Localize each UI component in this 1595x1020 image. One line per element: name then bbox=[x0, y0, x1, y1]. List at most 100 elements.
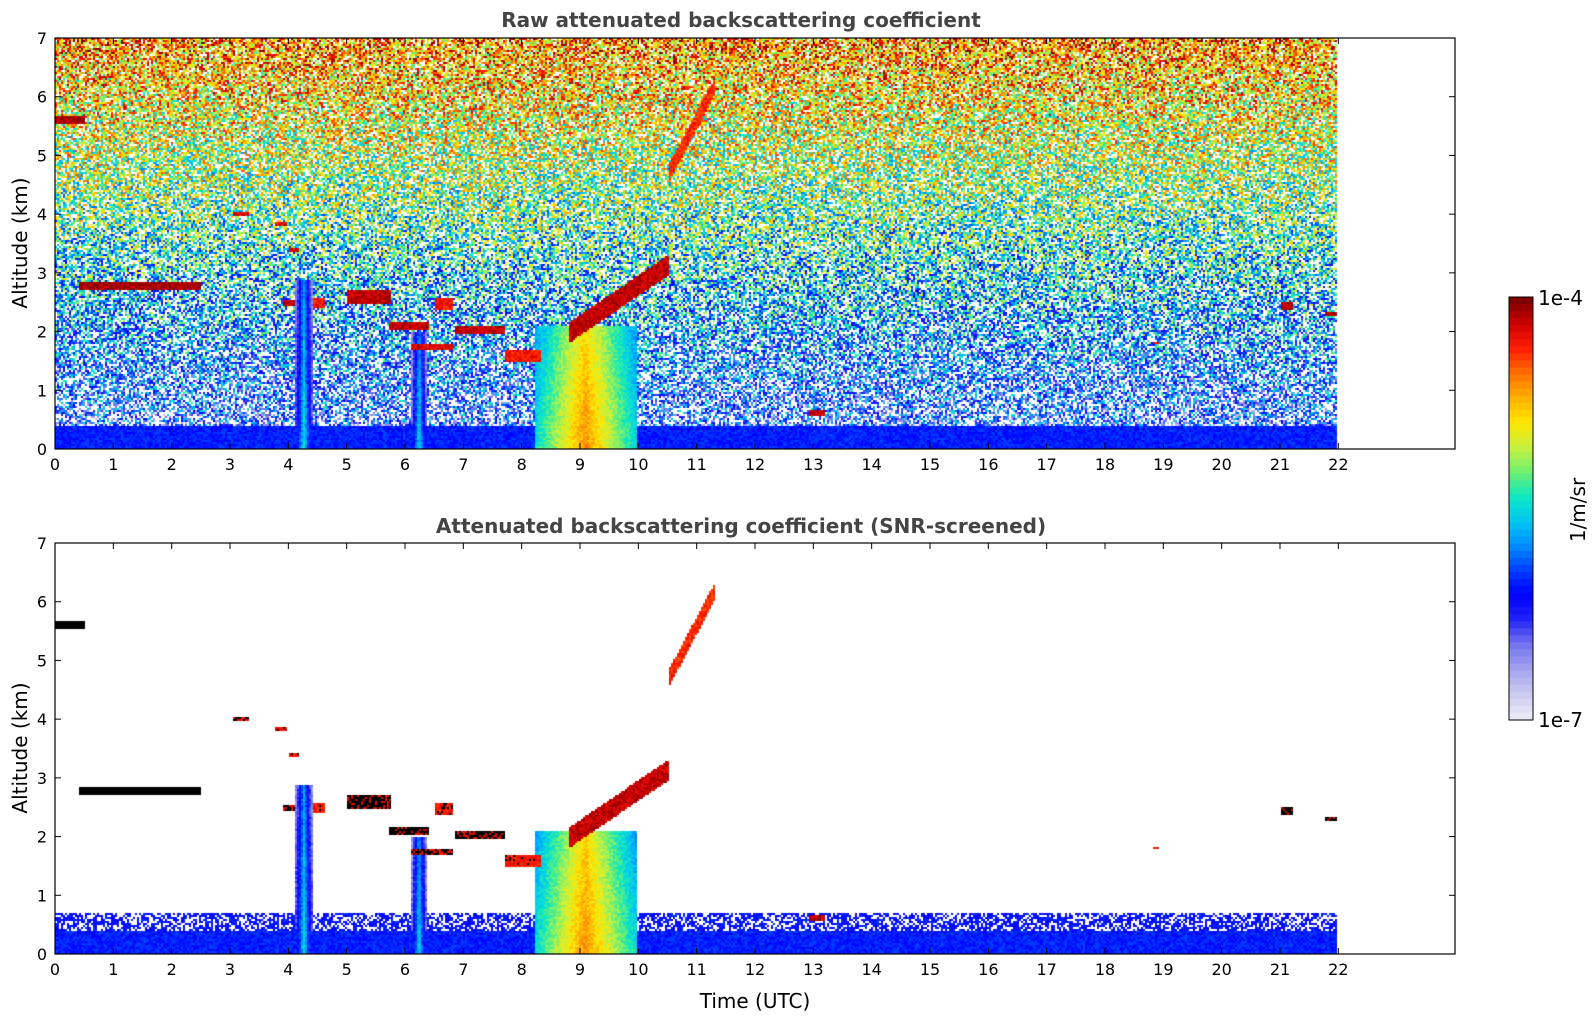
colorbar-step bbox=[1509, 452, 1533, 460]
x-tick-label: 19 bbox=[1153, 960, 1173, 979]
colorbar-step bbox=[1509, 353, 1533, 362]
x-tick-label: 21 bbox=[1270, 455, 1290, 474]
x-tick-label: 20 bbox=[1211, 455, 1231, 474]
x-tick-label: 0 bbox=[50, 455, 60, 474]
colorbar-step bbox=[1509, 663, 1533, 672]
x-tick-label: 14 bbox=[861, 455, 881, 474]
colorbar-step bbox=[1509, 712, 1533, 721]
x-tick-label: 5 bbox=[342, 455, 352, 474]
x-tick-label: 9 bbox=[575, 455, 585, 474]
panel-screened: Attenuated backscattering coefficient (S… bbox=[8, 514, 1456, 1013]
y-tick-label: 3 bbox=[37, 769, 47, 788]
x-tick-label: 3 bbox=[225, 455, 235, 474]
colorbar-step bbox=[1509, 339, 1533, 347]
x-tick-label: 14 bbox=[861, 960, 881, 979]
colorbar-step bbox=[1509, 297, 1533, 305]
colorbar-step bbox=[1509, 536, 1533, 545]
colorbar-step bbox=[1509, 346, 1533, 354]
x-tick-label: 22 bbox=[1328, 960, 1348, 979]
colorbar-step bbox=[1509, 550, 1533, 559]
x-tick-label: 4 bbox=[283, 455, 293, 474]
colorbar-step bbox=[1509, 571, 1533, 580]
colorbar-step bbox=[1509, 473, 1533, 481]
x-tick-label: 6 bbox=[400, 455, 410, 474]
colorbar-step bbox=[1509, 564, 1533, 573]
x-tick-label: 7 bbox=[458, 960, 468, 979]
x-tick-label: 2 bbox=[167, 455, 177, 474]
x-tick-label: 10 bbox=[628, 455, 648, 474]
x-tick-label: 5 bbox=[342, 960, 352, 979]
x-tick-label: 12 bbox=[745, 960, 765, 979]
colorbar-step bbox=[1509, 487, 1533, 495]
panel-raw-ylabel: Altitude (km) bbox=[8, 177, 32, 308]
y-tick-label: 5 bbox=[37, 651, 47, 670]
colorbar-max-label: 1e-4 bbox=[1538, 286, 1583, 310]
panel-screened-axes: 0 1 2 3 4 5 6 7 8 9 10 11 12 13 14 15 16 17 18 19 20 21 220123… bbox=[37, 534, 1455, 979]
x-tick-label: 10 bbox=[628, 960, 648, 979]
colorbar-step bbox=[1509, 494, 1533, 503]
panel-screened-heatmap bbox=[55, 543, 1455, 954]
colorbar: 1e-4 1e-7 1/m/sr bbox=[1508, 286, 1590, 732]
y-tick-label: 1 bbox=[37, 886, 47, 905]
x-tick-label: 9 bbox=[575, 960, 585, 979]
colorbar-step bbox=[1509, 459, 1533, 467]
x-tick-label: 18 bbox=[1095, 960, 1115, 979]
x-tick-label: 19 bbox=[1153, 455, 1173, 474]
colorbar-step bbox=[1509, 501, 1533, 510]
panel-screened-ylabel: Altitude (km) bbox=[8, 682, 32, 813]
colorbar-step bbox=[1509, 656, 1533, 665]
y-tick-label: 6 bbox=[37, 593, 47, 612]
colorbar-step bbox=[1509, 332, 1533, 340]
colorbar-step bbox=[1509, 480, 1533, 488]
colorbar-step bbox=[1509, 586, 1533, 594]
x-tick-label: 17 bbox=[1036, 960, 1056, 979]
colorbar-step bbox=[1509, 304, 1533, 312]
y-tick-label: 7 bbox=[37, 534, 47, 553]
panel-raw-heatmap bbox=[55, 38, 1455, 449]
x-tick-label: 11 bbox=[686, 455, 706, 474]
y-tick-label: 1 bbox=[37, 381, 47, 400]
colorbar-step bbox=[1509, 388, 1533, 397]
colorbar-step bbox=[1509, 318, 1533, 326]
colorbar-unit-label: 1/m/sr bbox=[1566, 477, 1590, 542]
x-tick-label: 3 bbox=[225, 960, 235, 979]
colorbar-step bbox=[1509, 395, 1533, 404]
y-tick-label: 4 bbox=[37, 205, 47, 224]
colorbar-step bbox=[1509, 416, 1533, 425]
colorbar-step bbox=[1509, 423, 1533, 432]
x-tick-label: 21 bbox=[1270, 960, 1290, 979]
colorbar-step bbox=[1509, 642, 1533, 651]
colorbar-step bbox=[1509, 593, 1533, 601]
x-tick-label: 15 bbox=[920, 455, 940, 474]
x-tick-label: 17 bbox=[1036, 455, 1056, 474]
y-tick-label: 7 bbox=[37, 29, 47, 48]
colorbar-step bbox=[1509, 374, 1533, 383]
colorbar-step bbox=[1509, 621, 1533, 629]
colorbar-gradient bbox=[1509, 297, 1533, 721]
colorbar-step bbox=[1509, 614, 1533, 622]
x-tick-label: 16 bbox=[978, 960, 998, 979]
colorbar-step bbox=[1509, 409, 1533, 418]
x-tick-label: 2 bbox=[167, 960, 177, 979]
colorbar-step bbox=[1509, 381, 1533, 390]
x-tick-label: 15 bbox=[920, 960, 940, 979]
colorbar-step bbox=[1509, 367, 1533, 376]
colorbar-step bbox=[1509, 515, 1533, 524]
x-tick-label: 0 bbox=[50, 960, 60, 979]
colorbar-step bbox=[1509, 670, 1533, 679]
colorbar-step bbox=[1509, 691, 1533, 700]
y-tick-label: 0 bbox=[37, 945, 47, 964]
x-tick-label: 13 bbox=[803, 960, 823, 979]
colorbar-step bbox=[1509, 508, 1533, 517]
x-tick-label: 13 bbox=[803, 455, 823, 474]
x-tick-label: 18 bbox=[1095, 455, 1115, 474]
panel-screened-xlabel: Time (UTC) bbox=[699, 989, 811, 1013]
x-tick-label: 8 bbox=[517, 960, 527, 979]
colorbar-step bbox=[1509, 557, 1533, 566]
colorbar-step bbox=[1509, 600, 1533, 608]
panel-raw-title: Raw attenuated backscattering coefficien… bbox=[501, 8, 981, 32]
colorbar-step bbox=[1509, 311, 1533, 319]
colorbar-step bbox=[1509, 529, 1533, 538]
x-tick-label: 4 bbox=[283, 960, 293, 979]
x-tick-label: 6 bbox=[400, 960, 410, 979]
